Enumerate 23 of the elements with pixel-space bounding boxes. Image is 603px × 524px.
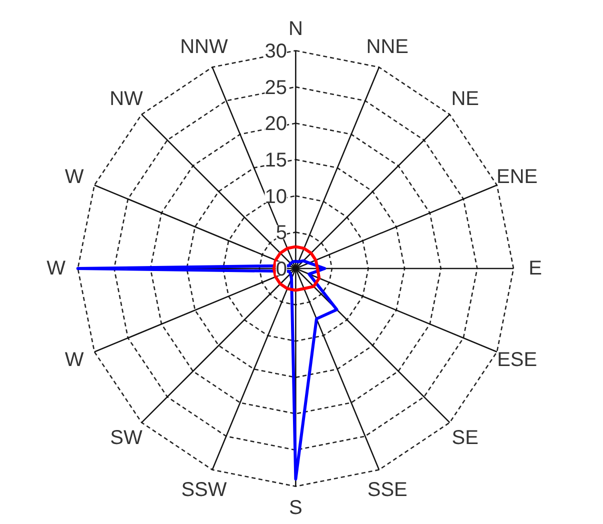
y-tick-label: 25 (264, 76, 287, 99)
spoke-label: W (46, 257, 66, 280)
y-tick-label: 0 (276, 258, 287, 280)
spoke-label: SSE (367, 478, 408, 501)
spoke-label: N (288, 18, 303, 40)
spoke-label: W (64, 349, 84, 372)
spoke-label: W (64, 166, 84, 188)
y-tick-label: 30 (264, 40, 287, 63)
y-tick-label: 10 (264, 186, 287, 208)
spoke-label: NNW (180, 36, 228, 58)
spoke-label: NNE (366, 36, 409, 58)
spoke-label: NE (451, 88, 480, 110)
spoke-label: SE (452, 426, 478, 449)
spoke-label: SSW (181, 478, 227, 501)
spoke-label: ENE (496, 166, 538, 188)
y-tick-label: 5 (276, 222, 287, 244)
spoke-label: NW (110, 88, 144, 110)
spoke-label: S (289, 497, 302, 520)
spoke-label: ESE (497, 349, 538, 372)
spoke-label: SW (110, 426, 142, 449)
y-tick-label: 15 (264, 150, 287, 172)
spoke-label: E (528, 257, 542, 280)
y-tick-label: 20 (264, 113, 287, 136)
